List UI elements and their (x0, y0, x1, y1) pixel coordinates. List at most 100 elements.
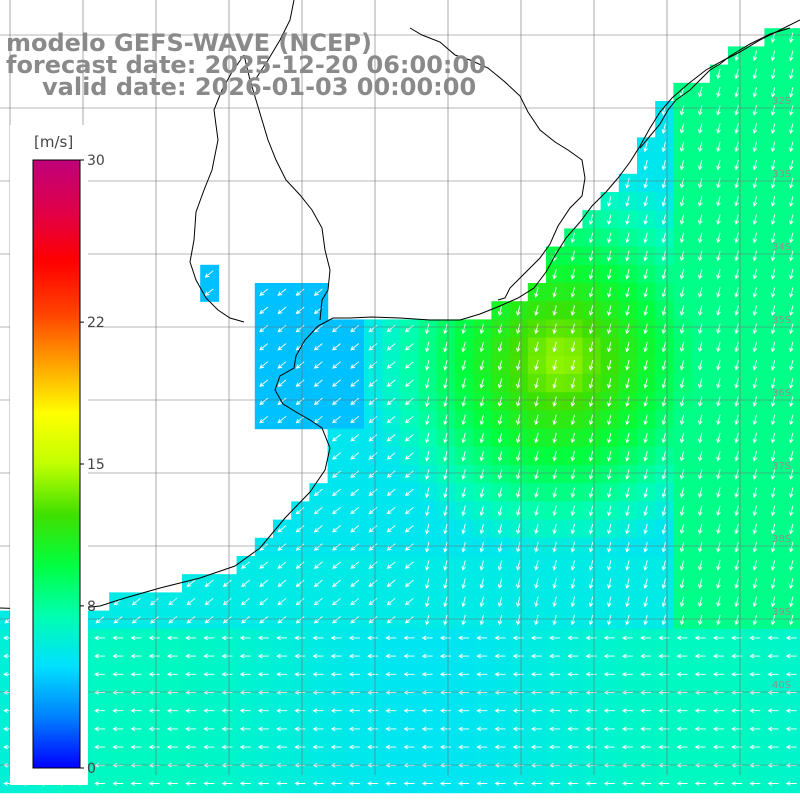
wind-arrow (643, 196, 648, 207)
wind-arrow (588, 287, 594, 298)
wind-arrow (679, 414, 685, 426)
wind-arrow (259, 561, 269, 569)
wind-arrow (386, 597, 396, 606)
wind-arrow (621, 672, 633, 677)
wind-arrow (567, 744, 579, 750)
wind-arrow (534, 505, 539, 517)
wind-arrow (277, 415, 287, 424)
wind-arrow (94, 781, 106, 786)
wind-arrow (476, 708, 488, 713)
wind-arrow (313, 488, 323, 497)
wind-arrow (621, 744, 633, 750)
wind-arrow (295, 561, 305, 569)
wind-arrow (479, 541, 485, 553)
wind-arrow (313, 397, 323, 406)
wind-arrow (461, 560, 466, 571)
wind-arrow (588, 596, 594, 608)
wind-arrow (607, 450, 612, 462)
wind-arrow (385, 726, 397, 732)
wind-arrow (516, 414, 521, 426)
wind-arrow (239, 672, 251, 677)
wind-arrow (313, 579, 323, 588)
wind-arrow (607, 469, 612, 480)
wind-arrow (350, 616, 360, 624)
wind-arrow (752, 159, 758, 171)
wind-arrow (643, 359, 648, 371)
wind-arrow (312, 690, 324, 695)
wind-arrow (749, 708, 761, 713)
wind-arrow (439, 653, 451, 659)
wind-arrow (698, 432, 703, 444)
wind-arrow (312, 672, 324, 677)
wind-arrow (752, 86, 758, 98)
wind-arrow (770, 396, 776, 408)
wind-arrow (516, 359, 521, 371)
wind-arrow (752, 469, 758, 480)
wind-arrow (112, 744, 124, 750)
wind-arrow (277, 597, 287, 606)
wind-arrow (694, 635, 706, 641)
wind-arrow (570, 305, 576, 317)
wind-arrow (676, 781, 688, 786)
wind-arrow (716, 396, 721, 408)
wind-arrow (443, 323, 448, 335)
wind-arrow (404, 343, 414, 351)
wind-arrow (259, 306, 269, 315)
wind-arrow (130, 635, 142, 641)
wind-arrow (516, 450, 521, 462)
wind-arrow (385, 781, 397, 786)
wind-arrow (679, 396, 685, 408)
wind-arrow (549, 726, 561, 732)
wind-arrow (770, 505, 776, 517)
wind-arrow (549, 653, 561, 659)
wind-arrow (621, 653, 633, 659)
wind-arrow (148, 781, 160, 786)
wind-arrow (368, 361, 378, 369)
wind-arrow (661, 159, 667, 171)
wind-arrow (789, 323, 794, 335)
wind-arrow (277, 306, 287, 315)
wind-arrow (679, 268, 685, 280)
wind-arrow (716, 541, 721, 553)
wind-arrow (552, 614, 557, 626)
wind-arrow (625, 378, 630, 389)
wind-arrow (643, 578, 648, 590)
wind-arrow (607, 214, 612, 226)
wind-arrow (552, 359, 557, 371)
wind-arrow (330, 781, 342, 786)
wind-arrow (367, 708, 379, 713)
wind-arrow (698, 287, 703, 298)
wind-arrow (549, 708, 561, 713)
wind-arrow (643, 323, 648, 335)
wind-arrow (679, 596, 685, 608)
wind-arrow (368, 579, 378, 588)
wind-arrow (530, 726, 542, 732)
wind-arrow (130, 690, 142, 695)
wind-arrow (734, 487, 739, 499)
wind-arrow (404, 506, 414, 515)
wind-arrow (679, 177, 685, 189)
wind-arrow (752, 378, 758, 389)
title-model: modelo GEFS-WAVE (NCEP) (6, 29, 372, 57)
wind-arrow (221, 726, 233, 732)
wind-arrow (295, 379, 305, 387)
wind-arrow (585, 781, 597, 786)
wind-arrow (203, 744, 215, 750)
wind-arrow (421, 726, 433, 732)
wind-arrow (770, 432, 776, 444)
wind-arrow (698, 232, 703, 244)
wind-arrow (476, 690, 488, 695)
wind-arrow (567, 653, 579, 659)
wind-arrow (458, 690, 470, 695)
wind-arrow (752, 450, 758, 462)
wind-arrow (734, 287, 739, 298)
wind-arrow (585, 672, 597, 677)
wind-arrow (425, 560, 430, 571)
wind-arrow (789, 450, 794, 462)
wind-arrow (752, 396, 758, 408)
wind-arrow (534, 378, 539, 389)
wind-arrow (222, 597, 232, 606)
wind-arrow (785, 744, 797, 750)
latitude-label: 34S (772, 242, 791, 253)
